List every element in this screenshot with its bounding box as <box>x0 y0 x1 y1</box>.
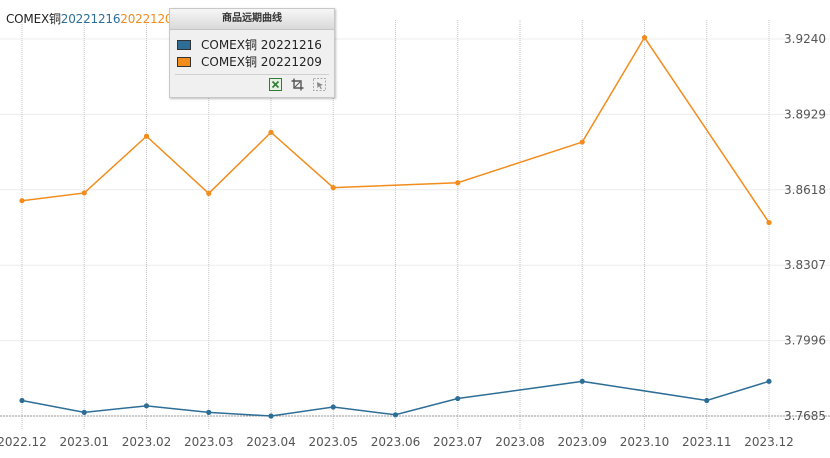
x-tick-label: 2023.07 <box>433 435 483 449</box>
data-point-series2 <box>579 139 585 145</box>
data-point-series1 <box>330 404 336 410</box>
data-point-series2 <box>766 219 772 226</box>
legend-header[interactable]: 商品远期曲线 <box>170 9 334 30</box>
title-series2-date: 20221209 <box>120 12 180 26</box>
data-point-series2 <box>455 180 461 186</box>
x-tick-label: 2023.03 <box>184 435 234 449</box>
y-tick-label: 3.8618 <box>784 183 826 197</box>
x-tick-label: 2023.06 <box>371 435 421 449</box>
data-point-series1 <box>19 397 25 404</box>
x-tick-label: 2023.04 <box>246 435 296 449</box>
x-tick-label: 2023.05 <box>308 435 358 449</box>
x-tick-label: 2023.11 <box>682 435 732 449</box>
x-tick-label: 2023.10 <box>620 435 670 449</box>
data-point-series2 <box>268 129 274 135</box>
y-tick-label: 3.9240 <box>784 32 826 46</box>
chart-title: COMEX铜2022121620221209 <box>6 10 180 27</box>
data-point-series2 <box>19 198 25 204</box>
x-tick-label: 2023.08 <box>495 435 545 449</box>
legend-swatch-series2 <box>177 56 191 67</box>
data-point-series2 <box>641 34 648 41</box>
legend-toolbar <box>175 74 329 93</box>
x-tick-label: 2023.02 <box>122 435 172 449</box>
y-tick-label: 3.8307 <box>784 258 826 272</box>
data-point-series2 <box>206 190 212 197</box>
data-point-series2 <box>81 190 87 196</box>
x-tick-label: 2023.01 <box>59 435 109 449</box>
legend-panel[interactable]: 商品远期曲线 COMEX铜 20221216 COMEX铜 20221209 <box>169 8 335 98</box>
data-point-series1 <box>704 397 710 404</box>
legend-item-series1[interactable]: COMEX铜 20221216 <box>170 36 334 53</box>
data-point-series1 <box>206 409 212 415</box>
data-point-series1 <box>579 378 585 384</box>
y-tick-label: 3.7685 <box>784 409 826 423</box>
series-line-2 <box>21 36 770 223</box>
x-tick-label: 2022.12 <box>0 435 47 449</box>
legend-label-series1: COMEX铜 20221216 <box>201 38 322 52</box>
x-tick-label: 2023.12 <box>744 435 794 449</box>
title-series1-date: 20221216 <box>60 12 121 26</box>
data-point-series1 <box>392 412 399 418</box>
data-point-series1 <box>143 403 150 409</box>
data-point-series2 <box>143 133 150 139</box>
title-prefix: COMEX铜 <box>6 12 61 26</box>
y-tick-label: 3.8929 <box>784 107 826 121</box>
y-tick-label: 3.7996 <box>784 334 826 348</box>
cursor-icon[interactable] <box>313 77 326 91</box>
data-point-series1 <box>455 395 461 402</box>
data-point-series2 <box>330 185 336 191</box>
x-tick-label: 2023.09 <box>557 435 607 449</box>
legend-label-series2: COMEX铜 20221209 <box>201 55 322 69</box>
excel-export-icon[interactable] <box>269 77 282 91</box>
crop-icon[interactable] <box>291 78 304 91</box>
legend-item-series2[interactable]: COMEX铜 20221209 <box>170 53 334 70</box>
data-point-series1 <box>766 378 772 384</box>
data-point-series1 <box>268 413 274 419</box>
legend-swatch-series1 <box>177 39 191 50</box>
data-point-series1 <box>81 409 87 415</box>
